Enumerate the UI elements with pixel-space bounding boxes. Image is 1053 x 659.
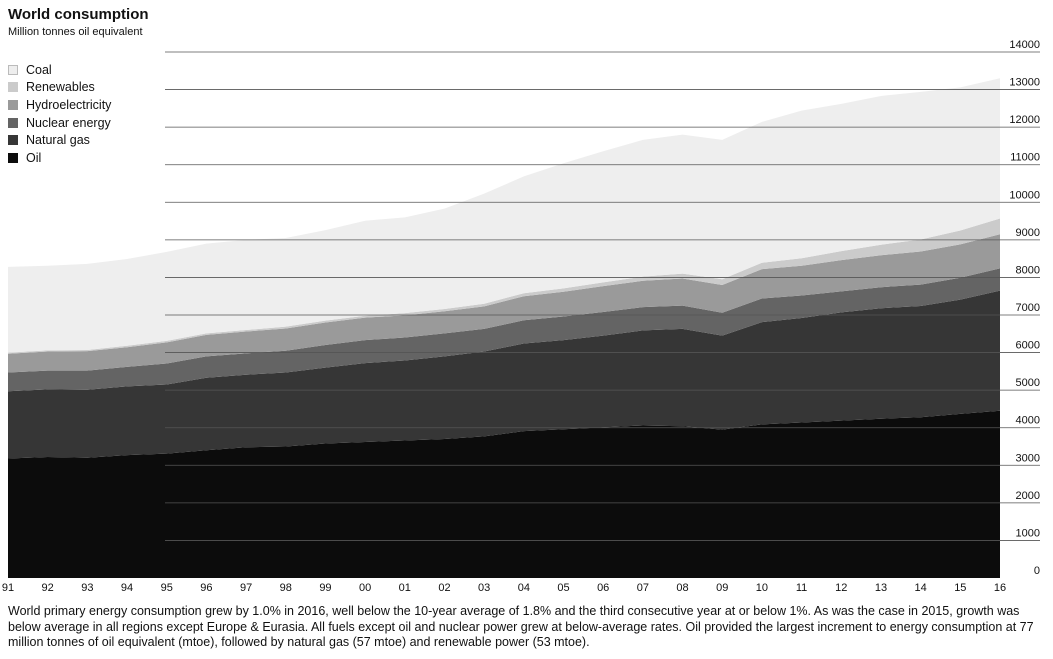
legend-item: Oil <box>8 149 111 167</box>
y-tick-label: 9000 <box>1016 227 1040 239</box>
x-tick-label: 01 <box>399 582 411 594</box>
legend-label: Oil <box>26 150 42 165</box>
chart-title: World consumption <box>8 6 149 23</box>
gridlines <box>165 51 1040 541</box>
x-tick-label: 05 <box>557 582 569 594</box>
x-tick-label: 10 <box>756 582 768 594</box>
legend-swatch <box>8 99 18 110</box>
y-tick-label: 12000 <box>1009 114 1040 126</box>
x-tick-label: 08 <box>676 582 688 594</box>
legend-item: Hydroelectricity <box>8 96 111 114</box>
x-tick-label: 16 <box>994 582 1006 594</box>
y-tick-label: 7000 <box>1016 302 1040 314</box>
area-natural-gas <box>8 290 1000 459</box>
legend-item: Natural gas <box>8 131 111 149</box>
x-tick-label: 92 <box>42 582 54 594</box>
y-axis-ticks: 0 1000 2000 3000 4000 5000 6000 7000 8000 9000 100… <box>1009 39 1040 577</box>
x-tick-label: 09 <box>716 582 728 594</box>
x-tick-label: 91 <box>2 582 14 594</box>
legend-item: Coal <box>8 61 111 79</box>
y-tick-label: 13000 <box>1009 77 1040 89</box>
x-tick-label: 95 <box>161 582 173 594</box>
stacked-area-chart: 0100020003000400050006000700080009000100… <box>2 39 1040 594</box>
legend-label: Natural gas <box>26 133 90 148</box>
legend-swatch <box>8 152 18 163</box>
x-axis-ticks: 91 92 93 94 95 96 97 98 99 00 01 02 03 04 05 06 07 08 09 10… <box>2 582 1006 594</box>
x-tick-label: 12 <box>835 582 847 594</box>
legend-label: Coal <box>26 62 52 77</box>
legend-label: Hydroelectricity <box>26 97 112 112</box>
legend-item: Renewables <box>8 79 111 97</box>
legend-label: Renewables <box>26 80 95 95</box>
x-tick-label: 06 <box>597 582 609 594</box>
y-tick-label: 8000 <box>1016 264 1040 276</box>
y-tick-label: 6000 <box>1016 340 1040 352</box>
x-tick-label: 15 <box>954 582 966 594</box>
legend-label: Nuclear energy <box>26 115 111 130</box>
x-tick-label: 96 <box>200 582 212 594</box>
area-layers <box>8 78 1000 578</box>
area-coal <box>8 78 1000 353</box>
legend-swatch <box>8 135 18 146</box>
y-tick-label: 11000 <box>1010 152 1040 164</box>
x-tick-label: 97 <box>240 582 252 594</box>
legend-swatch <box>8 117 18 128</box>
y-tick-label: 4000 <box>1016 415 1040 427</box>
y-tick-label: 2000 <box>1016 490 1040 502</box>
y-tick-label: 3000 <box>1016 452 1040 464</box>
x-tick-label: 99 <box>319 582 331 594</box>
y-tick-label: 10000 <box>1009 189 1040 201</box>
x-tick-label: 02 <box>438 582 450 594</box>
y-tick-label: 0 <box>1034 565 1040 577</box>
x-tick-label: 13 <box>875 582 887 594</box>
chart-caption: World primary energy consumption grew by… <box>8 604 1034 649</box>
x-tick-label: 07 <box>637 582 649 594</box>
chart-subtitle: Million tonnes oil equivalent <box>8 26 143 38</box>
y-tick-label: 5000 <box>1016 377 1040 389</box>
area-hydroelectricity <box>8 234 1000 373</box>
y-tick-label: 14000 <box>1009 39 1040 51</box>
area-nuclear-energy <box>8 268 1000 392</box>
legend: Coal Renewables Hydroelectricity Nuclear en… <box>8 61 111 167</box>
legend-swatch <box>8 82 18 93</box>
x-tick-label: 14 <box>915 582 927 594</box>
x-tick-label: 93 <box>81 582 93 594</box>
x-tick-label: 03 <box>478 582 490 594</box>
legend-item: Nuclear energy <box>8 114 111 132</box>
x-tick-label: 98 <box>280 582 292 594</box>
area-oil <box>8 410 1000 578</box>
x-tick-label: 04 <box>518 582 530 594</box>
legend-swatch <box>8 64 18 75</box>
x-tick-label: 11 <box>796 582 807 594</box>
x-tick-label: 00 <box>359 582 371 594</box>
y-tick-label: 1000 <box>1016 527 1040 539</box>
x-tick-label: 94 <box>121 582 133 594</box>
